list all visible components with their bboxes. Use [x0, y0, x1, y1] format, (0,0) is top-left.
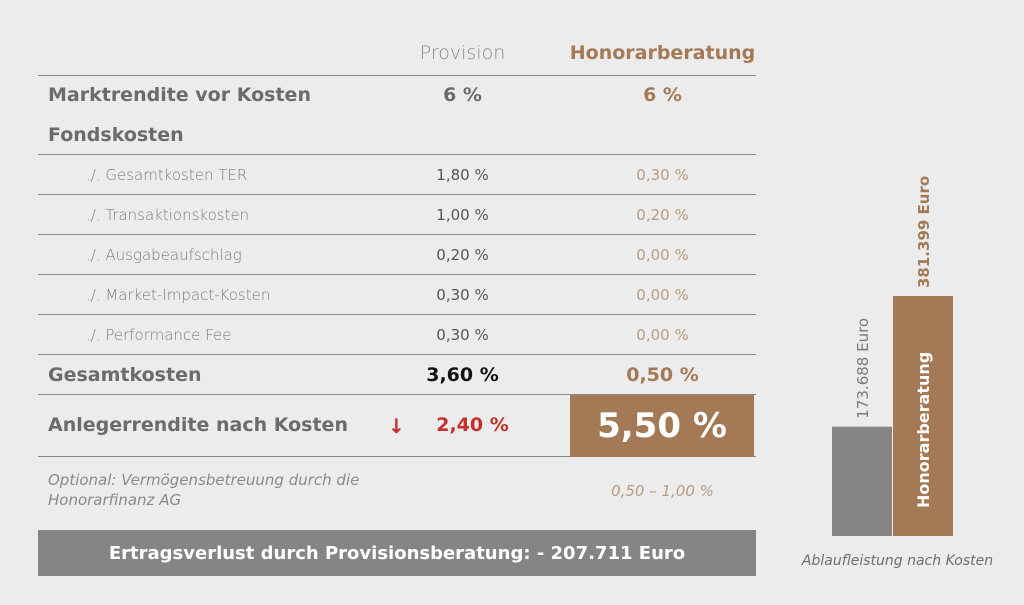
provision-value: 1,00 %	[436, 206, 489, 224]
table-row: ./. Gesamtkosten TER 1,80 % 0,30 %	[38, 166, 756, 190]
row-label: Marktrendite vor Kosten	[48, 84, 311, 106]
arrow-down-icon: ↓	[388, 414, 405, 438]
provision-value: 3,60 %	[426, 364, 499, 386]
honorar-value: 6 %	[643, 84, 682, 106]
row-label: ./. Gesamtkosten TER	[86, 166, 248, 184]
row-label: ./. Market-Impact-Kosten	[86, 286, 271, 304]
honorar-value: 0,30 %	[636, 166, 689, 184]
table-row: ./. Transaktionskosten 1,00 % 0,20 %	[38, 206, 756, 230]
divider	[38, 75, 756, 76]
table-row: ./. Performance Fee 0,30 % 0,00 %	[38, 326, 756, 350]
honorar-value: 0,20 %	[636, 206, 689, 224]
honorar-result-box: 5,50 %	[570, 395, 754, 457]
bar-honorarberatung	[893, 296, 953, 536]
table-row: ./. Ausgabeaufschlag 0,20 % 0,00 %	[38, 246, 756, 270]
provision-value: 0,30 %	[436, 286, 489, 304]
row-label: ./. Performance Fee	[86, 326, 232, 344]
row-label: ./. Ausgabeaufschlag	[86, 246, 242, 264]
header-provision: Provision	[419, 42, 506, 64]
optional-value: 0,50 – 1,00 %	[611, 482, 714, 500]
provision-value: 6 %	[443, 84, 482, 106]
row-label: Gesamtkosten	[48, 364, 202, 386]
table-row: ./. Market-Impact-Kosten 0,30 % 0,00 %	[38, 286, 756, 310]
row-label: ./. Transaktionskosten	[86, 206, 250, 224]
row-label: Anlegerrendite nach Kosten	[48, 414, 348, 436]
row-label: Fondskosten	[48, 124, 184, 146]
header-honorarberatung: Honorarberatung	[569, 42, 756, 64]
chart-xlabel: Ablaufleistung nach Kosten	[801, 553, 994, 569]
bar-value-label: 173.688 Euro	[854, 318, 872, 419]
table-row: Gesamtkosten 3,60 % 0,50 %	[38, 364, 756, 392]
honorar-value: 0,00 %	[636, 326, 689, 344]
honorar-value: 0,00 %	[636, 286, 689, 304]
honorar-value: 0,50 %	[626, 364, 699, 386]
divider	[38, 274, 756, 275]
provision-value: 0,30 %	[436, 326, 489, 344]
bar-chart: 173.688 Euro 381.399 Euro Honorarberatung	[832, 176, 953, 536]
divider	[38, 456, 756, 457]
table-row: Fondskosten	[38, 124, 756, 152]
bar-value-label: 381.399 Euro	[915, 176, 933, 288]
table-row: Marktrendite vor Kosten 6 % 6 %	[38, 84, 756, 112]
table-row: Anlegerrendite nach Kosten ↓ 2,40 %	[38, 414, 756, 442]
provision-value: 0,20 %	[436, 246, 489, 264]
divider	[38, 154, 756, 155]
provision-value: 2,40 %	[436, 414, 509, 436]
honorar-value: 5,50 %	[597, 406, 727, 446]
divider	[38, 234, 756, 235]
bar-provision	[832, 426, 892, 536]
optional-note: Optional: Vermögensbetreuung durch die H…	[48, 471, 360, 509]
divider	[38, 194, 756, 195]
loss-banner: Ertragsverlust durch Provisionsberatung:…	[38, 530, 756, 576]
bar-inner-label: Honorarberatung	[914, 352, 933, 508]
divider	[38, 354, 756, 355]
divider	[38, 394, 756, 395]
provision-value: 1,80 %	[436, 166, 489, 184]
divider	[38, 314, 756, 315]
loss-banner-text: Ertragsverlust durch Provisionsberatung:…	[108, 542, 686, 564]
honorar-value: 0,00 %	[636, 246, 689, 264]
